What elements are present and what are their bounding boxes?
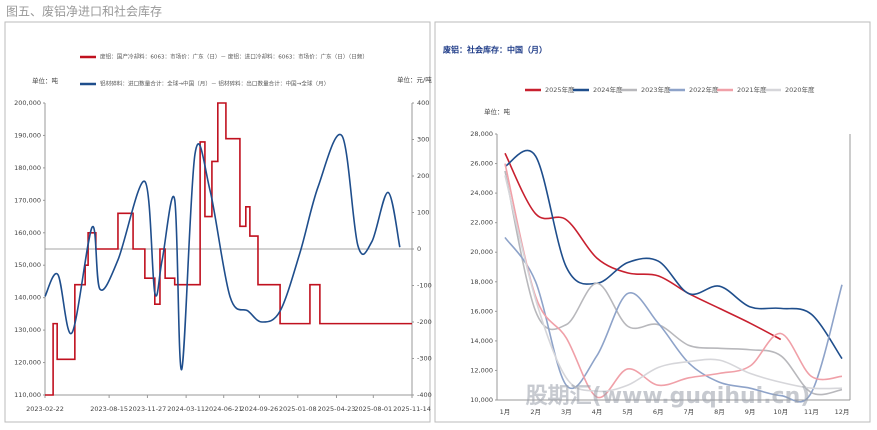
watermark: 股期汇(www.guqihui.cn) [526, 384, 811, 409]
series-line [44, 133, 401, 371]
x-tick-label: 7月 [683, 408, 694, 416]
y-tick-label: 150,000 [14, 261, 41, 269]
y-tick-label: 200,000 [14, 99, 41, 107]
x-tick-label: 2023-02-22 [26, 405, 64, 413]
x-tick-label: 6月 [653, 408, 664, 416]
y2-tick-label: -400 [417, 391, 432, 399]
chart-title: 废铝：社会库存：中国（月） [443, 45, 547, 55]
y2-tick-label: -300 [417, 355, 432, 363]
y-tick-label: 110,000 [14, 391, 41, 399]
y-tick-label: 22,000 [470, 219, 493, 227]
x-tick-label: 8月 [714, 408, 725, 416]
y-unit: 单位：吨 [32, 76, 59, 85]
series-line [504, 236, 843, 403]
legend-label: 2021年度 [737, 85, 767, 94]
x-tick-label: 12月 [835, 408, 850, 416]
x-tick-label: 9月 [745, 408, 756, 416]
y-tick-label: 16,000 [470, 307, 493, 315]
y-tick-label: 180,000 [14, 164, 41, 172]
y-tick-label: 10,000 [470, 396, 493, 404]
x-tick-label: 2024-03-11 [167, 405, 205, 413]
series-line [504, 152, 782, 341]
y2-unit: 单位：元/吨 [397, 75, 432, 84]
x-tick-label: 4月 [592, 408, 603, 416]
y-tick-label: 160,000 [14, 229, 41, 237]
y2-tick-label: 0 [417, 245, 421, 253]
y2-tick-label: 200 [417, 172, 429, 180]
y2-tick-label: -200 [417, 318, 432, 326]
y-tick-label: 18,000 [470, 278, 493, 286]
series-line [504, 170, 843, 396]
x-tick-label: 5月 [622, 408, 633, 416]
y-tick-label: 140,000 [14, 294, 41, 302]
legend-label: 废铝：国产冷却料：6063：市场价：广东（日）－ 废铝：进口冷却料：6063：市… [100, 53, 368, 61]
series-line [504, 149, 843, 360]
x-tick-label: 2月 [530, 408, 541, 416]
legend-label: 2025年度 [545, 85, 575, 94]
series-line [504, 175, 843, 393]
y-tick-label: 12,000 [470, 366, 493, 374]
legend-label: 铝材碎料：进口数量合计：全球→中国（月）－ 铝材碎料：出口数量合计：中国→全球（… [100, 80, 329, 88]
legend-label: 2023年度 [641, 85, 671, 94]
x-tick-label: 2025-11-14 [393, 405, 431, 413]
legend-label: 2020年度 [785, 85, 815, 94]
x-tick-label: 2023-08-15 [90, 405, 128, 413]
legend-label: 2024年度 [593, 85, 623, 94]
x-tick-label: 1月 [500, 408, 511, 416]
x-tick-label: 2024-06-21 [205, 405, 243, 413]
y-tick-label: 28,000 [470, 130, 493, 138]
x-tick-label: 2025-01-08 [279, 405, 317, 413]
y-tick-label: 190,000 [14, 131, 41, 139]
y-tick-label: 20,000 [470, 248, 493, 256]
y2-tick-label: 400 [417, 99, 429, 107]
figure-title: 图五、废铝净进口和社会库存 [6, 4, 162, 19]
series-line [504, 163, 843, 399]
x-tick-label: 2024-09-26 [241, 405, 279, 413]
legend-label: 2022年度 [689, 85, 719, 94]
x-tick-label: 10月 [773, 408, 788, 416]
y2-tick-label: -100 [417, 282, 432, 290]
y-tick-label: 14,000 [470, 337, 493, 345]
y2-tick-label: 100 [417, 209, 429, 217]
y-unit: 单位：吨 [484, 107, 511, 116]
y-tick-label: 170,000 [14, 196, 41, 204]
y-tick-label: 26,000 [470, 160, 493, 168]
x-tick-label: 2023-11-27 [129, 405, 167, 413]
y-tick-label: 24,000 [470, 189, 493, 197]
y2-tick-label: 300 [417, 136, 429, 144]
x-tick-label: 11月 [804, 408, 819, 416]
panel-border [434, 21, 871, 423]
x-tick-label: 2025-08-01 [354, 405, 392, 413]
series-line [45, 102, 412, 396]
panel-border [4, 21, 431, 423]
x-tick-label: 2025-04-23 [318, 405, 356, 413]
y-tick-label: 120,000 [14, 359, 41, 367]
x-tick-label: 3月 [561, 408, 572, 416]
y-tick-label: 130,000 [14, 326, 41, 334]
